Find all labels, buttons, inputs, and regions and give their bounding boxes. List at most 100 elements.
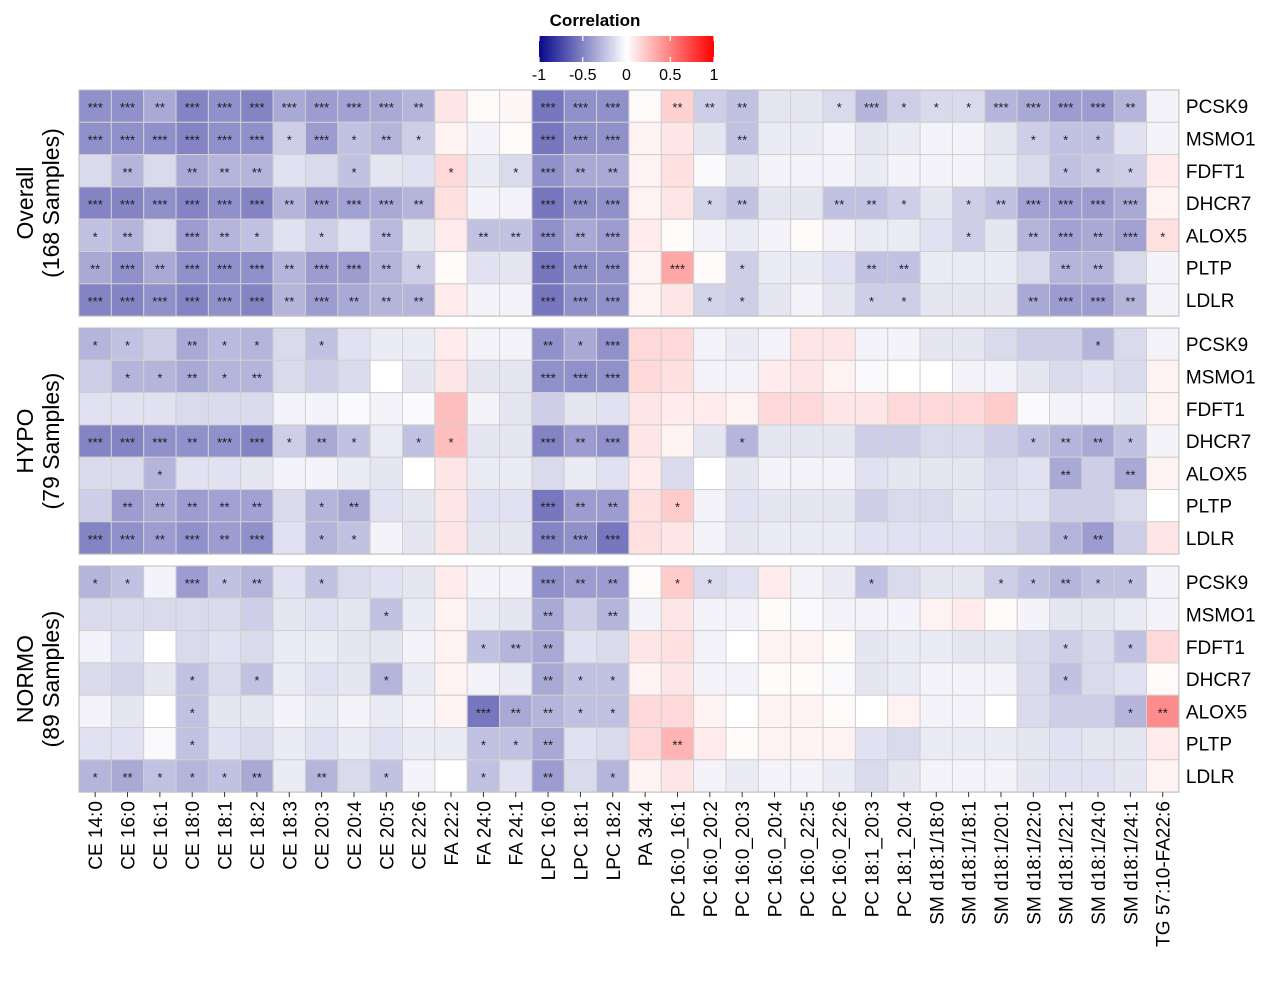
heatmap-cell [434, 121, 468, 156]
heatmap-cell [304, 218, 339, 252]
heatmap-cell [1016, 154, 1051, 188]
column-label: PC 16:0_22:5 [798, 801, 819, 917]
heatmap-cell [919, 694, 953, 729]
heatmap-cell [596, 597, 630, 632]
significance-label: * [384, 673, 389, 688]
legend: Correlation -1 -0.5 0 0.5 1 [532, 11, 719, 84]
significance-label: *** [249, 532, 264, 547]
heatmap-cell [175, 186, 209, 220]
heatmap-cell [919, 597, 953, 632]
heatmap-cell [110, 89, 145, 123]
heatmap-cell [1113, 727, 1148, 761]
heatmap-cell [1081, 218, 1115, 252]
heatmap-cell [1016, 359, 1051, 394]
heatmap-cell [984, 251, 1018, 285]
heatmap-cell [822, 251, 856, 285]
heatmap-cell [207, 251, 242, 285]
heatmap-cell [143, 154, 177, 188]
significance-label: *** [573, 294, 588, 309]
heatmap-cell [725, 121, 759, 156]
heatmap-cell [110, 597, 145, 632]
significance-label: ** [1125, 294, 1135, 309]
heatmap-cell [951, 283, 986, 317]
heatmap-cell [951, 359, 986, 394]
heatmap-cell [854, 662, 889, 696]
heatmap-cell [1049, 597, 1083, 632]
significance-label: *** [993, 100, 1008, 115]
heatmap-cell [402, 521, 436, 555]
significance-label: * [448, 435, 453, 450]
significance-label: ** [705, 100, 715, 115]
heatmap-cell [693, 121, 727, 156]
heatmap-cell [466, 186, 501, 220]
heatmap-cell [304, 597, 339, 632]
heatmap-cell [207, 489, 242, 523]
heatmap-cell [304, 727, 339, 761]
heatmap-cell [110, 154, 145, 188]
heatmap-cell [175, 89, 209, 123]
heatmap-cell [207, 89, 242, 123]
heatmap-cell [887, 186, 921, 220]
heatmap-cell [628, 186, 662, 220]
heatmap-cell [596, 489, 630, 523]
heatmap-cell [854, 121, 889, 156]
heatmap-cell [790, 121, 824, 156]
heatmap-cell [596, 218, 630, 252]
heatmap-cell [790, 727, 824, 761]
heatmap-cell [1146, 359, 1180, 394]
significance-label: * [707, 294, 712, 309]
column-label: FA 24:0 [474, 801, 495, 865]
heatmap-cell [304, 456, 339, 491]
heatmap-cell [240, 392, 274, 426]
significance-label: ** [122, 770, 132, 785]
heatmap-cell [1146, 597, 1180, 632]
heatmap-cell [143, 218, 177, 252]
heatmap-cell [854, 727, 889, 761]
heatmap-cell [563, 759, 598, 793]
significance-label: * [1063, 673, 1068, 688]
heatmap-cell [725, 154, 759, 188]
significance-label: *** [346, 197, 361, 212]
heatmap-cell [531, 597, 565, 632]
significance-label: *** [540, 132, 555, 147]
heatmap-panel: NORMO (89 Samples)* * *** * ** * *** ** ** * * * * * **… [12, 565, 1256, 793]
row-label: ALOX5 [1186, 702, 1247, 723]
column-label: CE 18:1 [216, 801, 237, 870]
heatmap-cell [337, 392, 371, 426]
significance-label: ** [1158, 705, 1168, 720]
heatmap-cell [563, 597, 598, 632]
heatmap-cell [563, 424, 598, 458]
significance-label: ** [187, 370, 197, 385]
heatmap-cell [984, 489, 1018, 523]
column-labels: CE 14:0 CE 16:0 CE 16:1 CE 18:0 CE 18:1 CE 18… [86, 792, 1175, 947]
significance-label: *** [1090, 197, 1105, 212]
column-label: SM d18:1/22:0 [1024, 801, 1045, 925]
significance-label: *** [1026, 100, 1041, 115]
heatmap-cell [1049, 489, 1083, 523]
heatmap-cell [984, 565, 1018, 599]
significance-label: ** [122, 229, 132, 244]
heatmap-cell [531, 392, 565, 426]
significance-label: *** [314, 294, 329, 309]
heatmap-cell [1146, 283, 1180, 317]
heatmap-cell [790, 89, 824, 123]
heatmap-cell [984, 424, 1018, 458]
significance-label: ** [1093, 229, 1103, 244]
heatmap-cell [790, 283, 824, 317]
heatmap-cell [725, 489, 759, 523]
heatmap-cell [725, 597, 759, 632]
heatmap-cell [854, 424, 889, 458]
significance-label: *** [217, 197, 232, 212]
heatmap-cell [919, 283, 953, 317]
significance-label: * [190, 770, 195, 785]
row-label: PCSK9 [1186, 97, 1248, 118]
heatmap-cell [1016, 424, 1051, 458]
heatmap-cell [1113, 597, 1148, 632]
heatmap-cell [1049, 121, 1083, 156]
heatmap-cell [1146, 154, 1180, 188]
heatmap-cell [757, 283, 792, 317]
significance-label: * [1095, 165, 1100, 180]
heatmap-cell [272, 521, 306, 555]
heatmap-cell [434, 89, 468, 123]
heatmap-cell [304, 154, 339, 188]
